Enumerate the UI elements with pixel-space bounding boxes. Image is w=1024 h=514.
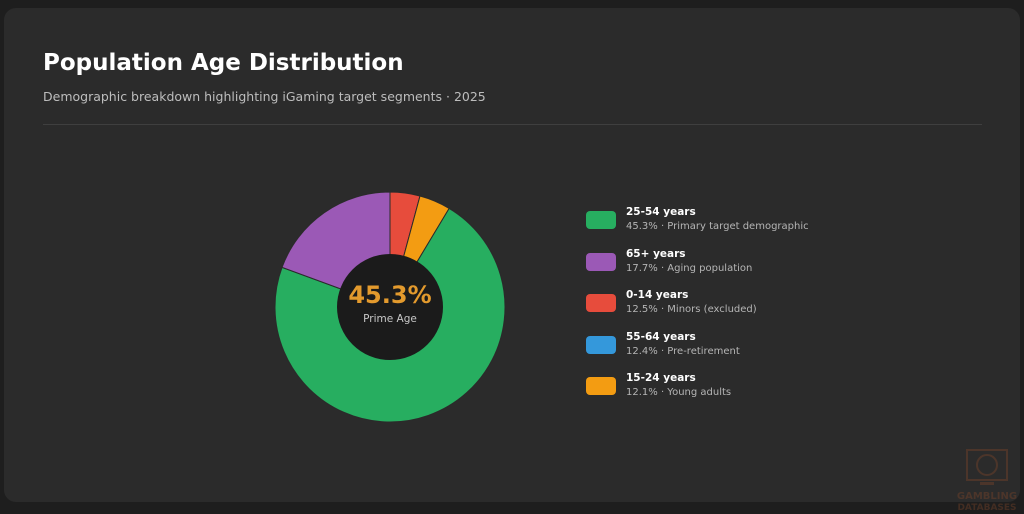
center-label: Prime Age — [363, 313, 417, 325]
legend-swatch — [586, 335, 616, 354]
legend-description: 17.7% · Aging population — [626, 262, 753, 274]
legend-item: 55-64 years 12.4% · Pre-retirement — [586, 330, 809, 372]
legend-item: 0-14 years 12.5% · Minors (excluded) — [586, 288, 809, 330]
donut-hole — [337, 254, 443, 360]
watermark-logo: GAMBLING DATABASES — [957, 449, 1017, 513]
page-title: Population Age Distribution — [43, 50, 404, 76]
legend-description: 45.3% · Primary target demographic — [626, 221, 809, 232]
donut-chart: 45.3% Prime Age — [274, 191, 506, 423]
legend-swatch — [586, 377, 616, 395]
legend-swatch — [586, 211, 616, 229]
page-subtitle: Demographic breakdown highlighting iGami… — [43, 89, 486, 104]
legend-item: 15-24 years 12.1% · Young adults — [586, 371, 809, 413]
legend-label: 55-64 years — [626, 330, 696, 343]
legend-label: 15-24 years — [626, 372, 696, 384]
legend-description: 12.5% · Minors (excluded) — [626, 304, 757, 315]
legend-description: 12.1% · Young adults — [626, 387, 732, 398]
legend-label: 65+ years — [626, 247, 686, 260]
legend-description: 12.4% · Pre-retirement — [626, 345, 740, 357]
legend-item: 65+ years 17.7% · Aging population — [586, 247, 809, 289]
legend-swatch — [586, 252, 616, 271]
legend-label: 0-14 years — [626, 289, 689, 301]
svg-text:DATABASES: DATABASES — [957, 503, 1016, 513]
legend-label: 25-54 years — [626, 206, 696, 218]
svg-text:GAMBLING: GAMBLING — [957, 491, 1017, 502]
divider — [43, 124, 982, 125]
chart-card: Population Age Distribution Demographic … — [4, 8, 1020, 502]
legend: 25-54 years 45.3% · Primary target demogr… — [586, 205, 809, 413]
legend-item: 25-54 years 45.3% · Primary target demogr… — [586, 205, 809, 247]
legend-swatch — [586, 294, 616, 312]
center-value: 45.3% — [348, 281, 431, 309]
